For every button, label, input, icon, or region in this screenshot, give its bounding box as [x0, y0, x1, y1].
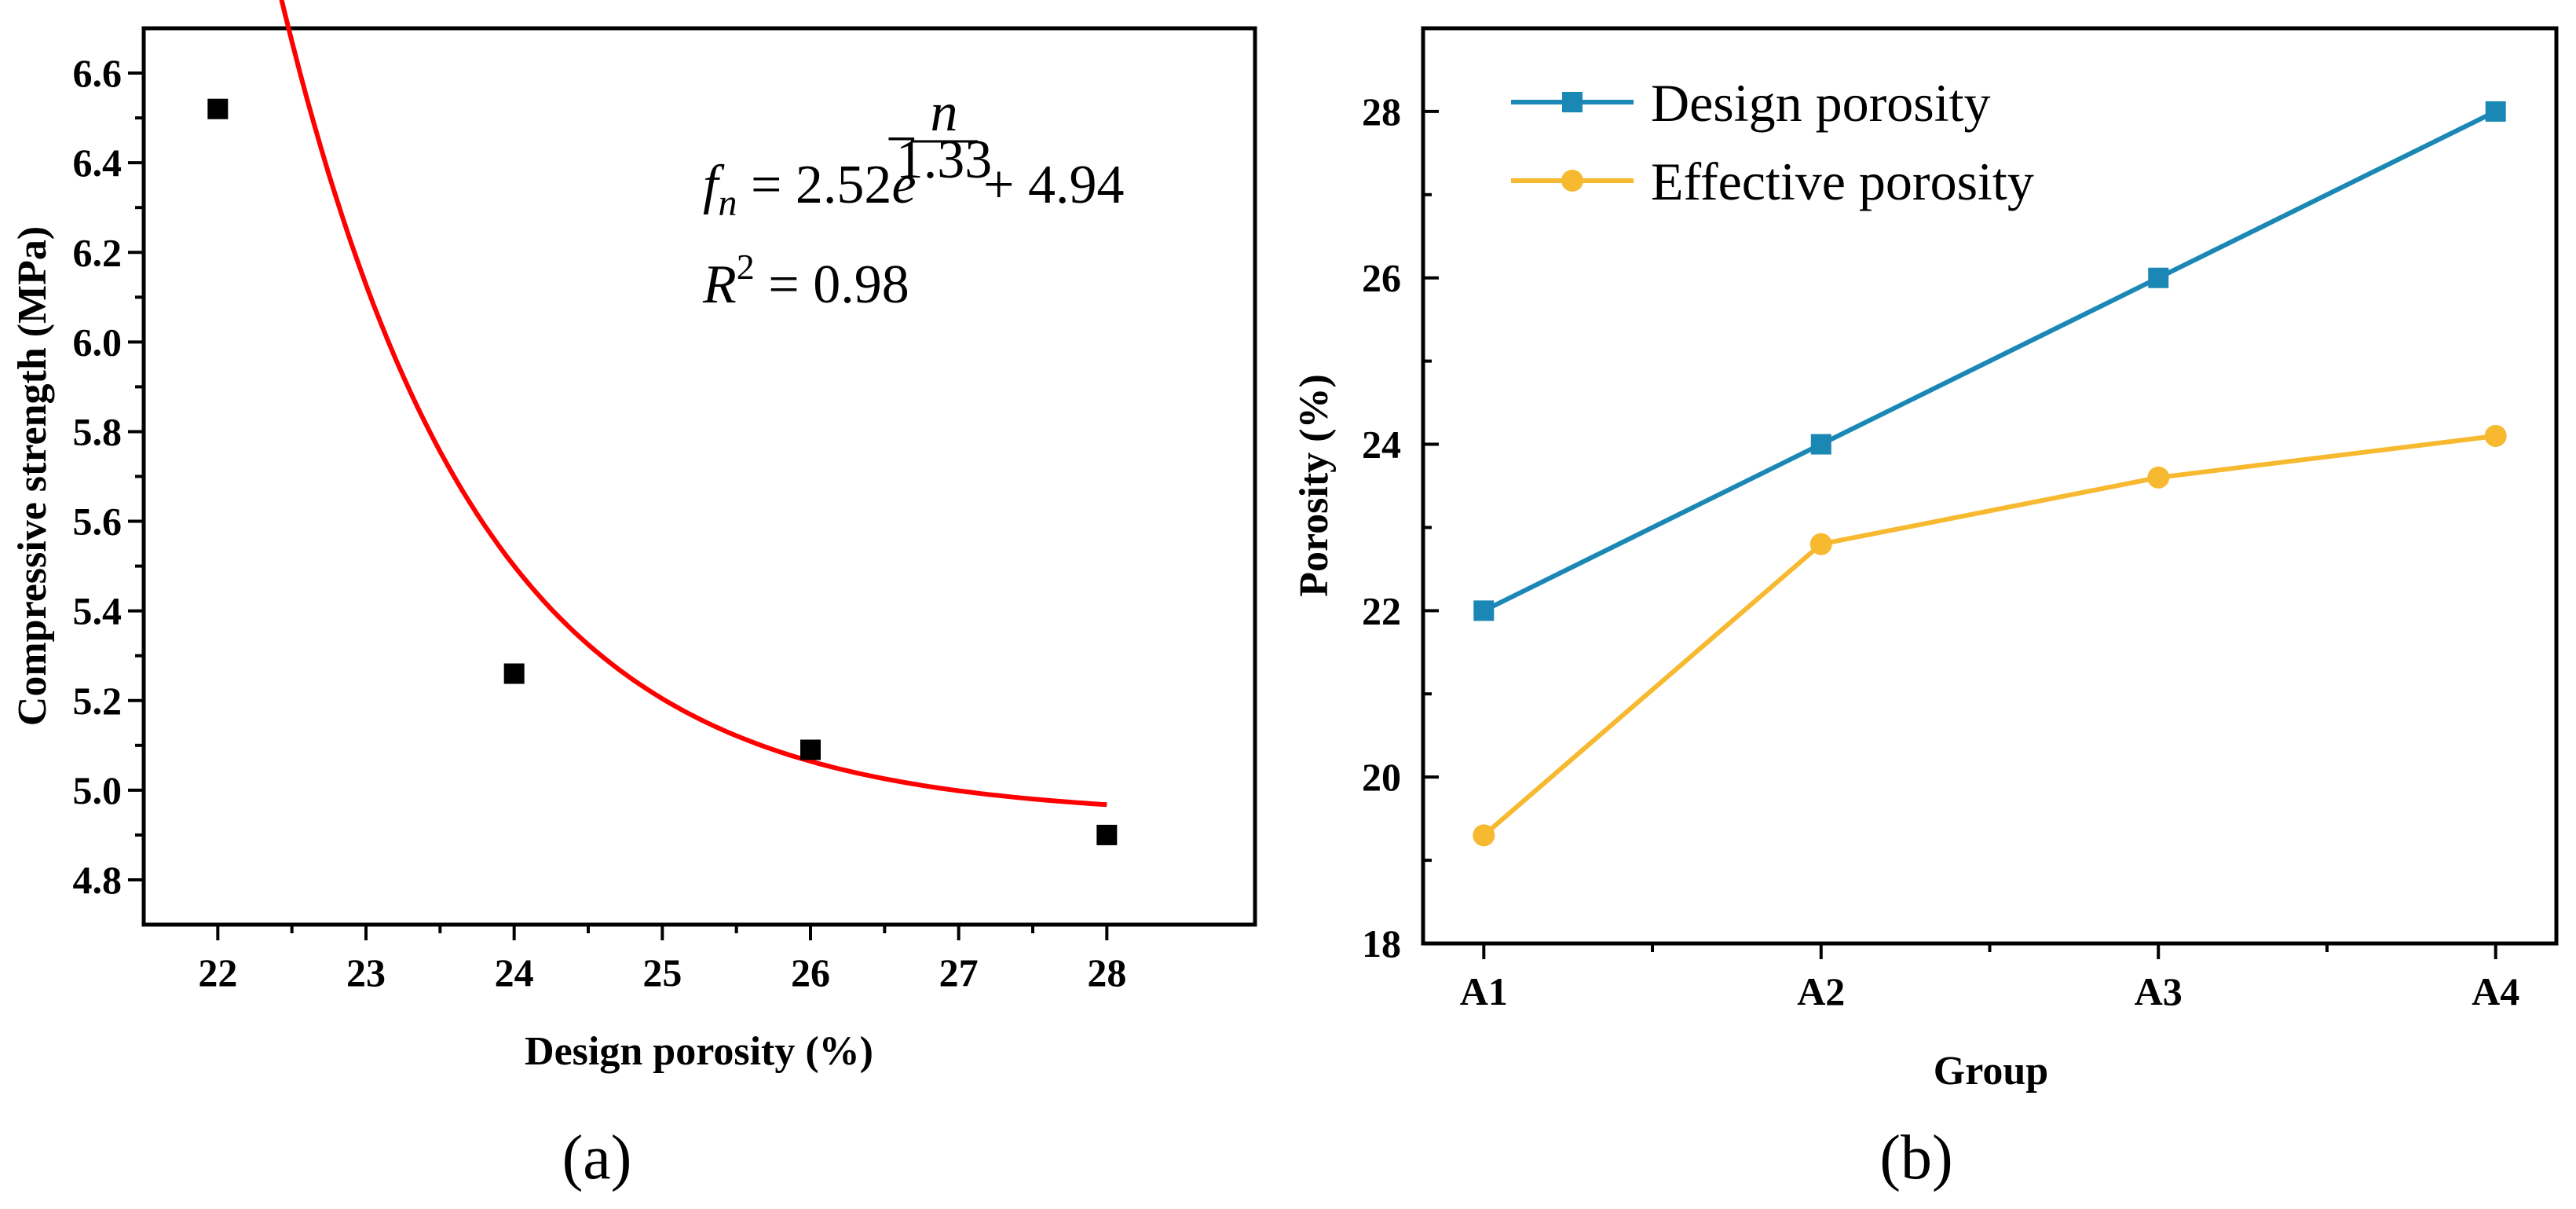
legend-circle-marker [1561, 170, 1583, 192]
panel-a-x-tick-label: 23 [346, 951, 386, 995]
panel-b-x-ticks: A1 A2 A3 A4 [1460, 943, 2519, 1013]
panel-a-x-tick-label: 26 [791, 951, 830, 995]
panel-b-effective-porosity-marker [1473, 824, 1495, 847]
panel-a-y-axis-title: Compressive strength (MPa) [10, 226, 55, 726]
panel-a-fit-curve [279, 0, 1107, 808]
panel-a-data-point [800, 739, 821, 760]
panel-b-chart: A1 A2 A3 A4 18 20 22 24 26 28 Design porosity Eff… [1292, 26, 2559, 1193]
panel-b-x-tick-label: A2 [1797, 969, 1845, 1013]
panel-b-y-tick-label: 24 [1362, 423, 1401, 467]
eq-e: e [891, 155, 916, 215]
panel-a-y-tick-label: 6.4 [73, 141, 123, 185]
panel-a-data-points [207, 98, 1118, 845]
panel-b-effective-porosity-marker [1809, 533, 1832, 555]
panel-b-design-porosity-marker [1810, 434, 1831, 455]
svg-text:fn = 2.52e: fn = 2.52e [703, 155, 917, 224]
legend-label: Design porosity [1651, 73, 1991, 133]
panel-a-x-tick-label: 28 [1087, 951, 1126, 995]
panel-a-y-tick-label: 5.8 [73, 409, 123, 453]
panel-a-data-point [503, 663, 525, 684]
panel-a-y-tick-label: 5.0 [73, 768, 123, 812]
eq-constant: + 4.94 [983, 155, 1124, 215]
panel-a-x-tick-label: 25 [642, 951, 682, 995]
eq-exp-minus: − [886, 109, 917, 170]
svg-text:R2 = 0.98: R2 = 0.98 [702, 247, 909, 315]
panel-a-chart: 22 23 24 25 26 27 28 4.8 5.0 5.2 5.4 5.6 5.8 6.0 6.2 6… [10, 0, 1257, 1193]
panel-b-x-tick-label: A4 [2472, 969, 2519, 1013]
panel-b-x-tick-label: A1 [1460, 969, 1508, 1013]
eq-f-subscript: n [718, 182, 737, 224]
panel-a-x-tick-label: 22 [198, 951, 237, 995]
eq-exp-numerator: n [931, 82, 958, 143]
panel-a-fit-equation: fn = 2.52e − n 1.33 + 4.94 R2 = 0.98 [702, 82, 1124, 315]
panel-a-x-axis-title: Design porosity (%) [525, 1029, 873, 1074]
panel-a-y-tick-label: 5.2 [73, 679, 123, 723]
panel-b-y-tick-label: 20 [1362, 755, 1401, 799]
panel-a-x-tick-label: 24 [495, 951, 534, 995]
panel-b-effective-porosity-marker [2484, 424, 2507, 447]
panel-b-y-axis-title: Porosity (%) [1292, 374, 1337, 597]
panel-b-x-tick-label: A3 [2135, 969, 2183, 1013]
panel-a-data-point [207, 98, 229, 119]
panel-b-y-tick-label: 28 [1362, 90, 1401, 134]
panel-a-y-tick-label: 5.4 [73, 589, 123, 633]
panel-b-y-ticks: 18 20 22 24 26 28 [1362, 27, 1439, 965]
panel-b-series-line [1482, 434, 2497, 837]
panel-a-x-ticks: 22 23 24 25 26 27 28 [198, 925, 1126, 995]
panel-b-design-porosity-marker [1473, 600, 1495, 621]
panel-b-effective-porosity-marker [2147, 466, 2170, 489]
panel-a-y-ticks: 4.8 5.0 5.2 5.4 5.6 5.8 6.0 6.2 6.4 6.6 [73, 51, 144, 902]
eq-r: R [702, 255, 737, 315]
panel-b-x-axis-title: Group [1934, 1049, 2048, 1094]
panel-b-y-tick-label: 26 [1362, 256, 1401, 300]
panel-b-y-tick-label: 18 [1362, 921, 1401, 965]
legend-square-marker [1562, 92, 1583, 112]
panel-b-legend: Design porosity Effective porosity [1511, 73, 2034, 211]
panel-a-y-tick-label: 4.8 [73, 858, 123, 902]
eq-r-value: = 0.98 [755, 255, 909, 315]
legend-label: Effective porosity [1651, 152, 2034, 211]
eq-r-superscript: 2 [737, 247, 755, 287]
panel-a-y-tick-label: 6.6 [73, 51, 123, 95]
panel-b-label: (b) [1879, 1123, 1952, 1193]
panel-a-x-tick-label: 27 [939, 951, 979, 995]
panel-b-y-tick-label: 22 [1362, 588, 1401, 632]
panel-b-series-line [1482, 109, 2497, 614]
panel-a-y-tick-label: 6.0 [73, 320, 123, 364]
panel-b-design-porosity-marker [2485, 101, 2506, 122]
panel-a-y-tick-label: 6.2 [73, 230, 123, 274]
panel-a-data-point [1096, 824, 1118, 845]
panel-b-design-porosity-marker [2148, 267, 2169, 288]
panel-a-label: (a) [562, 1123, 632, 1193]
eq-exp-denominator: 1.33 [896, 130, 993, 190]
panel-a-y-tick-label: 5.6 [73, 500, 123, 544]
panel-b-series [1473, 101, 2507, 847]
eq-equals-coefficient: = 2.52 [737, 155, 891, 215]
